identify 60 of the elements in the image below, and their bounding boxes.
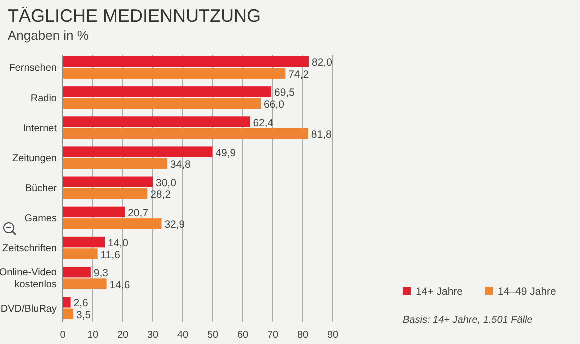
y-tick-label: Online-Video kostenlos <box>0 267 58 290</box>
x-tick-label: 90 <box>327 330 339 341</box>
x-tick-label: 70 <box>267 330 279 341</box>
data-label: 11,6 <box>100 249 121 262</box>
data-label: 74,2 <box>288 68 310 81</box>
data-label: 20,7 <box>128 207 149 220</box>
y-tick-label: Fernsehen <box>9 62 57 74</box>
data-label: 49,9 <box>216 147 236 160</box>
legend-label: 14–49 Jahre <box>498 286 557 298</box>
data-label: 34,8 <box>170 159 191 172</box>
bar <box>63 86 272 98</box>
chart-title: TÄGLICHE MEDIENNUTZUNG <box>8 6 262 26</box>
bar <box>63 278 107 290</box>
bar <box>63 188 148 200</box>
bar <box>63 218 162 230</box>
x-tick-label: 60 <box>237 330 249 341</box>
bar <box>63 176 153 188</box>
bar <box>63 206 126 218</box>
data-label: 62,4 <box>253 117 274 130</box>
bar <box>63 98 261 110</box>
y-tick-label: Games <box>24 213 57 224</box>
data-label: 3,5 <box>76 309 92 322</box>
y-tick-label: Zeitschriften <box>2 243 57 254</box>
bar <box>63 146 213 158</box>
legend-label: 14+ Jahre <box>416 286 464 298</box>
bar <box>63 158 168 170</box>
bar <box>63 297 71 308</box>
y-tick-label: DVD/BluRay <box>0 303 57 314</box>
data-label: 9,3 <box>94 268 109 280</box>
text: Basis: 14+ Jahre, 1.501 Fälle <box>403 315 534 326</box>
x-tick-label: 30 <box>147 330 159 341</box>
chart-subtitle: Angaben in % <box>8 28 90 43</box>
x-tick-label: 20 <box>117 330 129 341</box>
bar <box>63 236 105 248</box>
data-label: 14,0 <box>108 238 129 250</box>
y-tick-label: Radio <box>30 92 58 104</box>
bar <box>63 68 286 79</box>
y-tick-label: Internet <box>23 123 58 134</box>
bar <box>63 116 250 128</box>
data-label: 28,2 <box>150 189 172 202</box>
bar <box>63 128 308 140</box>
data-label: 81,8 <box>311 129 332 142</box>
x-tick-label: 40 <box>177 330 189 341</box>
data-label: 69,5 <box>274 87 296 100</box>
x-tick-label: 0 <box>60 330 66 341</box>
x-tick-label: 50 <box>207 330 219 341</box>
data-label: 2,6 <box>74 298 89 310</box>
data-label: 66,0 <box>264 98 285 111</box>
x-tick-label: 10 <box>87 330 99 341</box>
data-label: 14,6 <box>110 279 130 292</box>
data-label: 32,9 <box>164 219 186 232</box>
data-label: 30,0 <box>156 177 177 190</box>
bar <box>63 266 91 278</box>
bar <box>63 308 74 320</box>
bar <box>63 248 98 260</box>
y-tick-label: Zeitungen <box>12 153 57 164</box>
data-label: 82,0 <box>312 57 333 70</box>
y-tick-label: Bücher <box>25 183 58 194</box>
bar <box>63 56 309 68</box>
x-tick-label: 80 <box>297 330 309 341</box>
